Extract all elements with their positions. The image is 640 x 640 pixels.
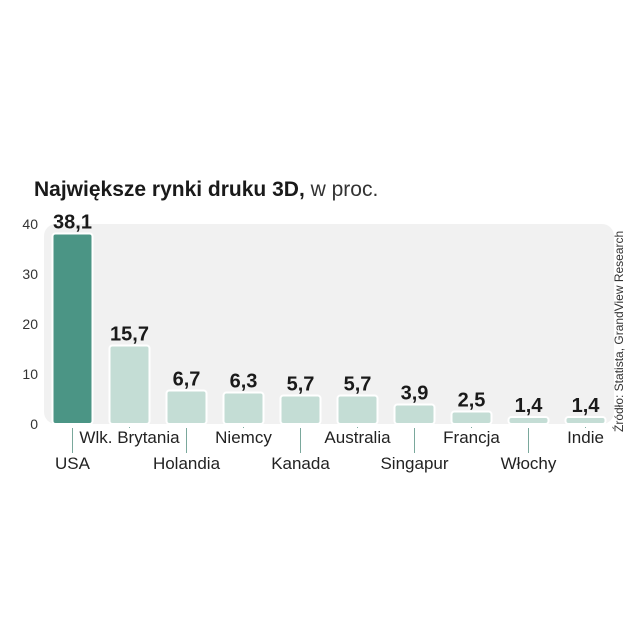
- bar: [507, 416, 550, 425]
- category-label: Włochy: [501, 454, 557, 473]
- bar: [51, 232, 94, 425]
- value-label: 5,7: [344, 374, 372, 396]
- bar: [564, 416, 607, 425]
- value-label: 38,1: [53, 212, 92, 234]
- y-tick-label: 10: [22, 366, 38, 382]
- value-label: 15,7: [110, 324, 149, 346]
- y-tick-label: 20: [22, 316, 38, 332]
- value-label: 6,7: [173, 369, 201, 391]
- category-label: Indie: [567, 428, 604, 447]
- source-note: Źródło: Statista, GrandView Research: [612, 230, 626, 432]
- bar: [108, 344, 151, 425]
- bar: [393, 403, 436, 425]
- chart-title-main: Największe rynki druku 3D,: [34, 178, 305, 201]
- value-label: 5,7: [287, 374, 315, 396]
- value-label: 3,9: [401, 383, 429, 405]
- value-label: 2,5: [458, 390, 486, 412]
- category-label: USA: [55, 454, 91, 473]
- category-label: Francja: [443, 428, 500, 447]
- category-label: Niemcy: [215, 428, 272, 447]
- chart-title: Największe rynki druku 3D, w proc.: [34, 178, 378, 202]
- bar: [222, 391, 265, 425]
- category-label: Wlk. Brytania: [79, 428, 180, 447]
- category-label: Holandia: [153, 454, 221, 473]
- bar: [279, 394, 322, 425]
- chart-title-unit: w proc.: [310, 178, 379, 201]
- plot-area: [44, 224, 614, 424]
- value-label: 6,3: [230, 371, 258, 393]
- bar: [336, 394, 379, 425]
- value-label: 1,4: [515, 395, 544, 417]
- bar: [450, 410, 493, 425]
- category-label: Singapur: [380, 454, 448, 473]
- y-tick-label: 30: [22, 266, 38, 282]
- bar: [165, 389, 208, 425]
- y-tick-label: 40: [22, 216, 38, 232]
- category-label: Australia: [324, 428, 391, 447]
- category-label: Kanada: [271, 454, 330, 473]
- value-label: 1,4: [572, 395, 601, 417]
- y-tick-label: 0: [30, 416, 38, 432]
